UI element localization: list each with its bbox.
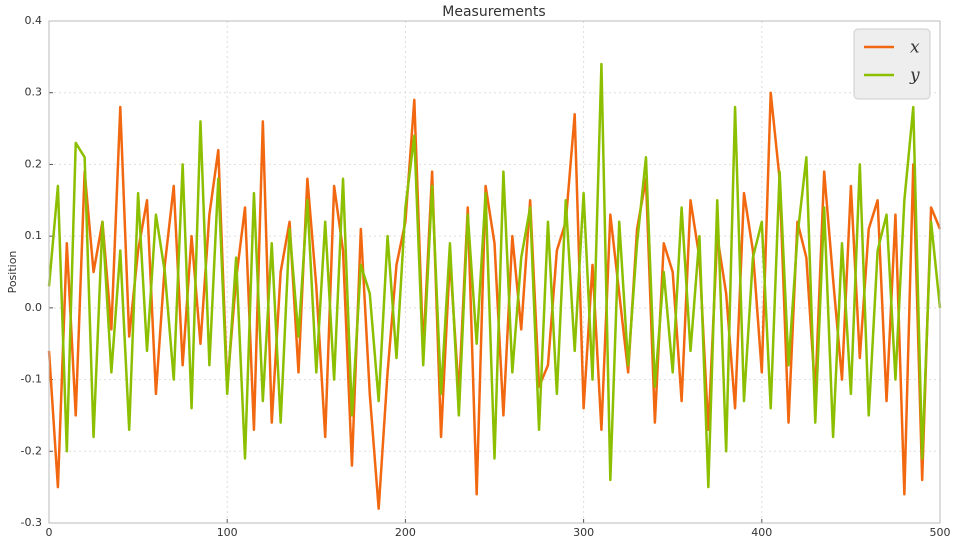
y-tick-label: -0.1 (21, 373, 42, 386)
y-axis-label: Position (6, 251, 19, 294)
x-tick-label: 400 (751, 526, 772, 539)
legend-label: x (910, 38, 920, 58)
x-tick-label: 100 (217, 526, 238, 539)
y-tick-label: 0.2 (25, 157, 43, 170)
x-tick-label: 500 (930, 526, 951, 539)
plot-frame (48, 20, 941, 524)
x-tick-label: 300 (573, 526, 594, 539)
legend-label: y (909, 66, 920, 86)
y-tick-label: -0.2 (21, 444, 42, 457)
y-tick-label: 0.1 (25, 229, 43, 242)
y-tick-label: 0.0 (25, 301, 43, 314)
legend: xy (853, 28, 931, 100)
data-line (47, 91, 942, 510)
y-tick-label: 0.3 (25, 86, 43, 99)
y-tick-label: 0.4 (25, 14, 43, 27)
chart-title: Measurements (442, 4, 545, 20)
y-tick-label: -0.3 (21, 516, 42, 529)
x-tick-label: 200 (395, 526, 416, 539)
data-line (47, 62, 942, 489)
x-tick-label: 0 (46, 526, 53, 539)
